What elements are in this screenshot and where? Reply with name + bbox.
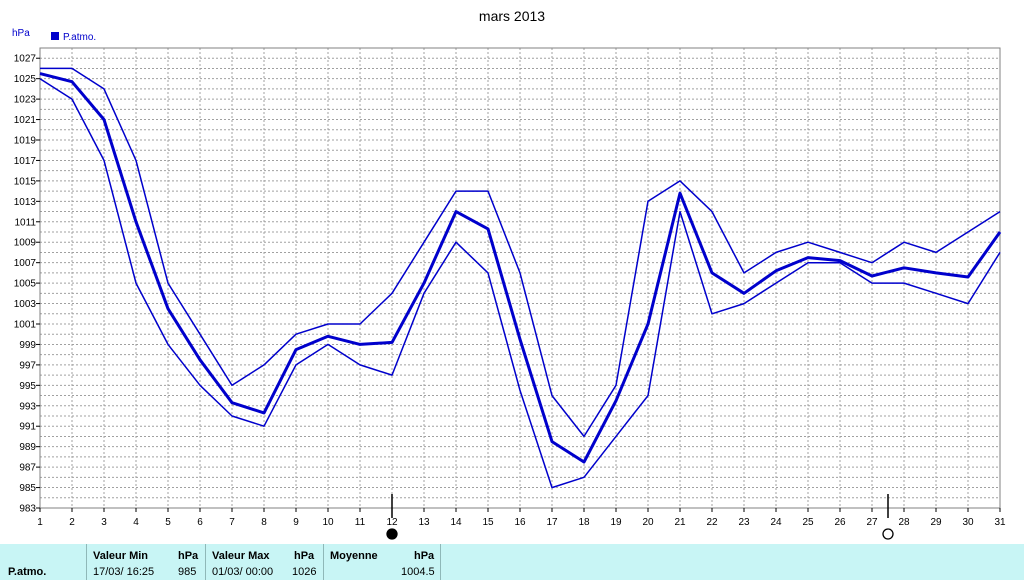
x-tick-label: 17 — [546, 517, 558, 528]
y-tick-label: 995 — [19, 381, 36, 392]
y-tick-label: 989 — [19, 442, 36, 453]
y-axis-unit: hPa — [12, 28, 30, 39]
y-tick-label: 1019 — [14, 136, 37, 147]
y-tick-label: 1013 — [14, 197, 37, 208]
x-tick-label: 14 — [450, 517, 462, 528]
y-axis-ticks: 983 985 987 989 991 993 995 997 999 1001 1003 1005 1… — [14, 54, 40, 515]
stats-separator — [323, 544, 324, 580]
x-tick-label: 1 — [37, 517, 43, 528]
series-line-min — [39, 78, 1001, 489]
x-tick-label: 27 — [866, 517, 878, 528]
x-tick-label: 24 — [770, 517, 782, 528]
x-tick-label: 28 — [898, 517, 910, 528]
series-line-mean — [39, 72, 1002, 464]
stats-max-unit: hPa — [294, 550, 315, 562]
x-tick-label: 12 — [386, 517, 398, 528]
x-tick-label: 15 — [482, 517, 494, 528]
chart-title: mars 2013 — [479, 8, 545, 24]
series-line-max — [40, 67, 1001, 438]
x-tick-label: 11 — [355, 517, 366, 528]
stats-mean-label: Moyenne — [330, 550, 378, 562]
x-tick-label: 2 — [69, 517, 75, 528]
y-tick-label: 1025 — [14, 74, 37, 85]
x-tick-label: 6 — [197, 517, 203, 528]
stats-mean-value: 1004.5 — [401, 566, 435, 578]
x-tick-label: 16 — [514, 517, 526, 528]
y-tick-label: 1021 — [14, 115, 37, 126]
stats-separator — [86, 544, 87, 580]
x-tick-label: 4 — [133, 517, 139, 528]
stats-table: P.atmo. Valeur Min hPa 17/03/ 16:25 985 … — [0, 544, 1024, 580]
stats-row-label: P.atmo. — [8, 566, 47, 578]
y-tick-label: 1023 — [14, 95, 37, 106]
stats-min-date: 17/03/ 16:25 — [93, 566, 155, 578]
y-tick-label: 983 — [19, 504, 36, 515]
y-tick-label: 997 — [19, 360, 36, 371]
series-lines — [39, 67, 1002, 489]
stats-min-value: 985 — [178, 566, 197, 578]
y-tick-label: 1005 — [14, 279, 37, 290]
x-tick-label: 13 — [418, 517, 430, 528]
moon-markers — [386, 494, 894, 540]
y-tick-label: 993 — [19, 401, 36, 412]
x-tick-label: 22 — [706, 517, 718, 528]
x-tick-label: 25 — [802, 517, 814, 528]
legend-label: P.atmo. — [63, 32, 96, 43]
x-tick-label: 5 — [165, 517, 171, 528]
y-tick-label: 1027 — [14, 54, 37, 65]
stats-max-label: Valeur Max — [212, 550, 270, 562]
y-tick-label: 999 — [19, 340, 36, 351]
stats-max-date: 01/03/ 00:00 — [212, 566, 274, 578]
x-tick-label: 20 — [642, 517, 654, 528]
y-tick-label: 991 — [19, 422, 36, 433]
x-tick-label: 23 — [738, 517, 750, 528]
y-tick-label: 1001 — [14, 320, 37, 331]
stats-mean-unit: hPa — [414, 550, 435, 562]
new-moon-icon — [386, 528, 398, 540]
grid — [39, 47, 1001, 509]
x-axis-ticks: 1 2 3 4 5 6 7 8 9 10 11 12 13 14 15 16 17 18 19 20 21 22 23 24 2… — [37, 508, 1006, 528]
y-tick-label: 1017 — [14, 156, 37, 167]
y-tick-label: 1011 — [14, 217, 36, 228]
stats-max-value: 1026 — [292, 566, 317, 578]
stats-min-label: Valeur Min — [93, 550, 149, 562]
x-tick-label: 18 — [578, 517, 590, 528]
pressure-chart: mars 2013 hPa P.atmo. 983985987989991993… — [12, 8, 1006, 540]
x-tick-label: 31 — [994, 517, 1006, 528]
x-tick-label: 19 — [610, 517, 622, 528]
x-tick-label: 30 — [962, 517, 974, 528]
x-tick-label: 26 — [834, 517, 846, 528]
y-tick-label: 985 — [19, 483, 36, 494]
x-tick-label: 8 — [261, 517, 267, 528]
stats-separator — [440, 544, 441, 580]
y-tick-label: 987 — [19, 463, 36, 474]
y-tick-label: 1003 — [14, 299, 37, 310]
x-tick-label: 21 — [674, 517, 686, 528]
stats-separator — [205, 544, 206, 580]
x-tick-label: 7 — [229, 517, 235, 528]
y-tick-label: 1007 — [14, 258, 37, 269]
y-tick-label: 1009 — [14, 238, 37, 249]
x-tick-label: 29 — [930, 517, 942, 528]
y-tick-label: 1015 — [14, 176, 37, 187]
full-moon-icon — [882, 528, 894, 540]
x-tick-label: 3 — [101, 517, 107, 528]
x-tick-label: 10 — [322, 517, 334, 528]
x-tick-label: 9 — [293, 517, 299, 528]
stats-min-unit: hPa — [178, 550, 199, 562]
legend-swatch — [51, 32, 59, 40]
